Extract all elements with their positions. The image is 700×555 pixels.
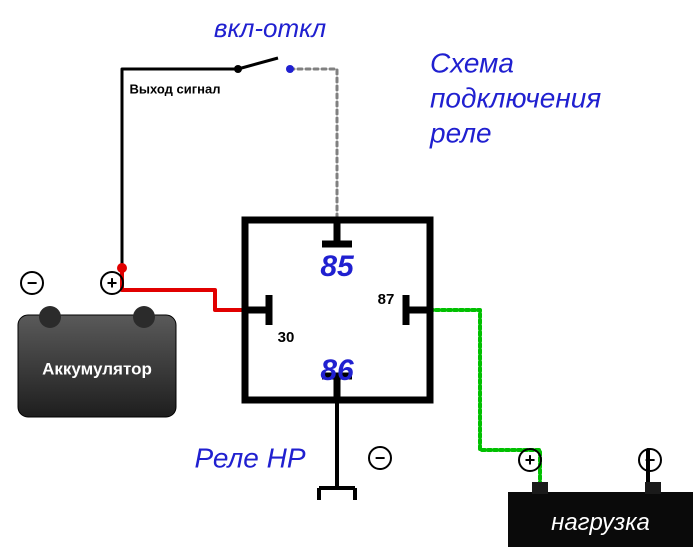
wire-battery-to-30 xyxy=(122,268,245,310)
battery-plus-icon-glyph: + xyxy=(107,273,118,293)
ground-minus-icon-glyph: − xyxy=(375,448,386,468)
label-load: нагрузка xyxy=(551,509,650,536)
wire-87-to-load xyxy=(430,310,540,492)
label-switch: вкл-откл xyxy=(214,13,327,43)
label-pin-30: 30 xyxy=(278,329,295,346)
title-line-2: подключения xyxy=(430,82,601,113)
load-post-pos xyxy=(532,482,548,494)
load-minus-icon-glyph: − xyxy=(645,450,656,470)
node-battery-plus xyxy=(117,263,127,273)
label-signal-out: Выход сигнал xyxy=(129,81,220,96)
load-plus-icon-glyph: + xyxy=(525,450,536,470)
label-pin-85: 85 xyxy=(320,250,355,283)
battery-post-neg xyxy=(39,306,61,328)
load-post-neg xyxy=(645,482,661,494)
title-line-3: реле xyxy=(429,117,492,148)
ground-symbol xyxy=(319,470,355,500)
label-pin-87: 87 xyxy=(378,291,395,308)
label-battery: Аккумулятор xyxy=(42,359,152,378)
switch-lever xyxy=(238,58,278,69)
switch-contact xyxy=(286,65,294,73)
relay-wiring-diagram: 85 86 30 87 Аккумулятор нагрузка + − + − − вкл-откл… xyxy=(0,0,700,555)
battery-post-pos xyxy=(133,306,155,328)
battery-minus-icon-glyph: − xyxy=(27,273,38,293)
label-relay-name: Реле НР xyxy=(194,442,305,473)
label-pin-86: 86 xyxy=(320,354,354,387)
wire-switch-to-85 xyxy=(290,69,337,220)
title-line-1: Схема xyxy=(430,47,514,78)
switch-pivot xyxy=(234,65,242,73)
wire-signal-out xyxy=(122,69,238,268)
